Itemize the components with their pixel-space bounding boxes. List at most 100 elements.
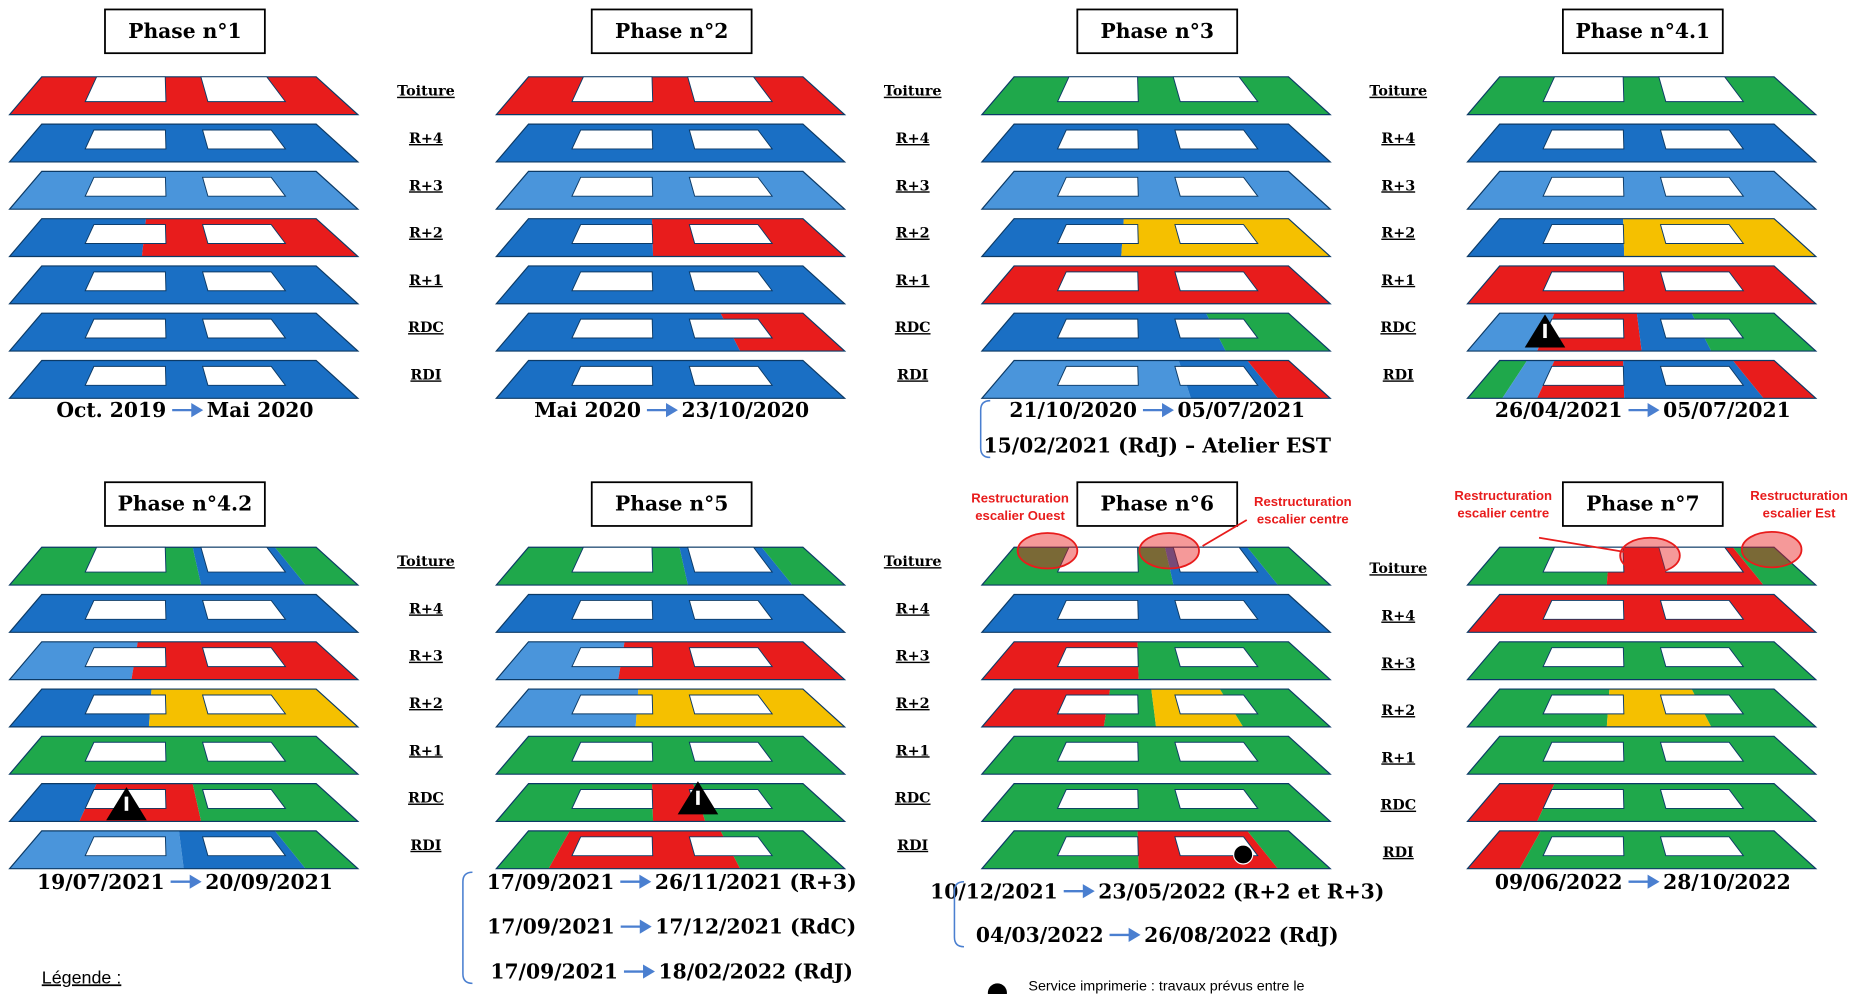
floor-outline	[980, 265, 1332, 305]
floor-void	[1542, 647, 1625, 668]
floor-void	[84, 318, 167, 339]
floor-segment	[1467, 171, 1816, 210]
floor-segment	[1467, 76, 1816, 115]
floor-void	[688, 836, 774, 857]
date-from: 09/06/2022	[1495, 870, 1623, 894]
date-arrowhead	[189, 874, 202, 889]
floor-void	[84, 365, 167, 386]
date-to: 23/10/2020	[682, 398, 810, 422]
floor-segment	[1247, 360, 1331, 399]
stair-highlight	[1016, 532, 1079, 570]
floor-label: RDI	[410, 838, 441, 854]
floor-void	[84, 129, 167, 150]
floor-label: R+1	[409, 273, 443, 289]
floor-outline	[980, 218, 1332, 258]
floor-void	[1056, 271, 1139, 292]
floor-void	[201, 741, 287, 762]
floor-outline	[495, 688, 847, 728]
floor-segment	[496, 171, 845, 210]
floor-void	[688, 694, 774, 715]
floor-segment	[274, 547, 358, 586]
floor-void	[84, 836, 167, 857]
floor-void	[571, 546, 654, 573]
floor-segment	[981, 171, 1331, 210]
floor-outline	[980, 359, 1332, 399]
floor-label: RDI	[1383, 845, 1414, 861]
floor-outline	[8, 265, 360, 305]
floor-void	[1542, 694, 1625, 715]
date-arrowhead	[1647, 403, 1660, 418]
floor-void	[571, 129, 654, 150]
floor-segment	[9, 171, 358, 210]
floor-void	[688, 741, 774, 762]
floor-void	[1056, 318, 1139, 339]
phase-title: Phase n°7	[1586, 492, 1699, 516]
floor-void	[1542, 76, 1625, 103]
legend-title: Légende :	[42, 967, 122, 987]
floor-label: R+1	[1381, 750, 1415, 766]
floor-label: Toiture	[884, 84, 942, 100]
phase-title: Phase n°6	[1101, 492, 1214, 516]
floor-segment	[496, 124, 845, 162]
floor-void	[1659, 224, 1745, 244]
date-arrowhead	[1082, 884, 1095, 899]
floor-label: Toiture	[1369, 84, 1427, 100]
floor-void	[1056, 599, 1139, 620]
floor-label: R+3	[896, 649, 930, 665]
floor-outline	[1466, 218, 1818, 258]
floor-segment	[9, 736, 358, 775]
floor-void	[571, 224, 654, 244]
floor-label: R+2	[409, 226, 443, 242]
floor-void	[1542, 546, 1625, 573]
date-from: 19/07/2021	[37, 870, 165, 894]
floor-label: R+1	[896, 273, 930, 289]
floor-void	[1659, 365, 1745, 386]
floor-void	[1542, 224, 1625, 244]
floor-void	[200, 76, 287, 103]
floor-void	[1056, 836, 1139, 857]
date-arrowhead	[191, 403, 204, 418]
date-from: 17/09/2021	[487, 870, 615, 894]
floor-segment	[9, 594, 358, 633]
floor-outline	[8, 688, 360, 728]
floor-outline	[1466, 783, 1818, 823]
annotation: escalier centre	[1457, 506, 1549, 521]
date-to: 23/05/2022 (R+2 et R+3)	[1098, 879, 1384, 903]
floor-void	[84, 647, 167, 668]
floor-label: R+1	[409, 743, 443, 759]
floor-void	[687, 546, 774, 573]
floor-void	[1174, 694, 1259, 715]
floor-void	[688, 129, 774, 150]
star-marker	[1233, 844, 1254, 865]
floor-void	[1542, 129, 1625, 150]
date-arrowhead	[1647, 874, 1660, 889]
floor-label: RDC	[1380, 798, 1416, 814]
floor-segment	[1732, 547, 1816, 586]
floor-void	[201, 365, 287, 386]
floor-label: R+1	[1381, 273, 1415, 289]
floor-segment	[496, 594, 845, 633]
floor-label: Toiture	[884, 554, 942, 570]
date-from: 21/10/2020	[1009, 398, 1137, 422]
floor-outline	[1466, 735, 1818, 775]
date-arrowhead	[666, 403, 678, 418]
floor-void	[571, 76, 654, 103]
floor-void	[571, 647, 654, 668]
floor-segment	[496, 76, 845, 115]
floor-segment	[9, 76, 358, 115]
phase-title: Phase n°2	[615, 19, 728, 43]
floor-void	[201, 599, 287, 620]
floor-void	[571, 365, 654, 386]
floor-void	[688, 224, 774, 244]
floor-void	[1056, 129, 1139, 150]
date-arrowhead	[1128, 927, 1141, 942]
floor-segment	[1467, 594, 1816, 633]
floor-segment	[496, 736, 845, 775]
floor-segment	[1247, 830, 1331, 869]
floor-outline	[495, 170, 847, 210]
title-box	[1076, 481, 1239, 527]
date-to: 28/10/2022	[1663, 870, 1791, 894]
floor-outline	[1466, 593, 1818, 633]
floor-void	[688, 176, 774, 197]
floor-outline	[980, 688, 1332, 728]
